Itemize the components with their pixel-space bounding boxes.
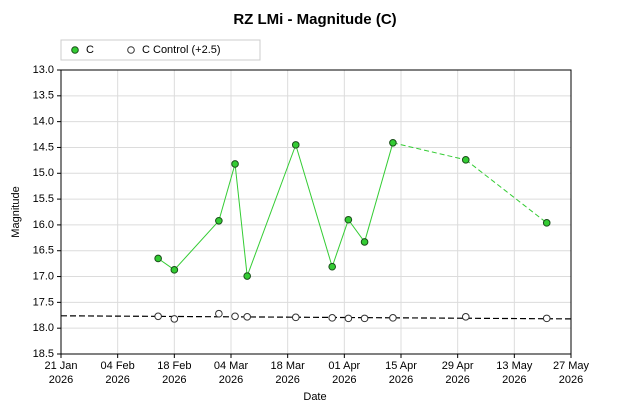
data-point <box>215 309 223 318</box>
x-tick-label: 04 Feb 2026 <box>101 360 135 386</box>
data-point <box>389 314 397 322</box>
data-point <box>344 215 353 224</box>
legend-label: C Control (+2.5) <box>142 44 221 56</box>
series-segment <box>234 163 248 277</box>
series-segment <box>331 219 349 267</box>
data-point <box>291 313 300 322</box>
data-point <box>328 262 336 271</box>
y-axis-label: Magnitude <box>10 186 22 237</box>
x-tick-label: 04 Mar 2026 <box>214 360 249 386</box>
y-tick-label: 17.0 <box>33 270 54 282</box>
legend-label: C <box>86 44 94 56</box>
data-point <box>461 313 470 321</box>
data-point <box>154 254 162 263</box>
y-tick-label: 14.5 <box>33 141 54 153</box>
y-tick-label: 16.0 <box>33 219 54 231</box>
legend-box <box>60 39 261 61</box>
y-tick-label: 15.0 <box>33 167 54 179</box>
x-tick-label: 27 May 2026 <box>553 360 590 386</box>
data-point <box>243 313 251 321</box>
data-point <box>170 266 179 274</box>
x-tick-label: 29 Apr 2026 <box>442 360 474 386</box>
x-tick-label: 15 Apr 2026 <box>385 360 417 386</box>
data-point <box>542 219 551 227</box>
data-point <box>154 312 162 321</box>
y-tick-label: 13.0 <box>33 64 54 76</box>
data-point <box>542 314 551 323</box>
series-segment <box>392 142 466 161</box>
series-segment <box>246 144 297 277</box>
plot-frame <box>60 69 572 355</box>
data-point <box>231 160 239 168</box>
y-tick-label: 16.5 <box>33 245 54 257</box>
x-axis-label: Date <box>303 391 326 403</box>
data-point <box>389 139 397 147</box>
legend-marker <box>71 46 79 54</box>
data-point <box>215 216 223 225</box>
x-tick-label: 18 Feb 2026 <box>157 360 191 386</box>
trend-line <box>60 315 572 320</box>
y-tick-label: 18.5 <box>33 348 54 360</box>
y-tick-label: 13.5 <box>33 90 54 102</box>
data-point <box>170 315 179 323</box>
series-segment <box>295 144 333 267</box>
legend-marker <box>127 46 135 54</box>
x-tick-label: 13 May 2026 <box>496 360 533 386</box>
data-point <box>344 314 353 323</box>
y-tick-label: 14.0 <box>33 116 54 128</box>
data-point <box>360 314 369 323</box>
x-tick-label: 18 Mar 2026 <box>271 360 306 386</box>
series-segment <box>465 159 548 224</box>
data-point <box>231 312 239 321</box>
data-point <box>243 272 251 280</box>
series-segment <box>173 220 220 271</box>
data-point <box>291 141 300 149</box>
data-point <box>461 156 470 164</box>
chart-title: RZ LMi - Magnitude (C) <box>233 11 396 28</box>
y-tick-label: 18.0 <box>33 322 54 334</box>
x-tick-label: 01 Apr 2026 <box>328 360 360 386</box>
data-point <box>328 314 336 322</box>
series-segment <box>347 219 365 243</box>
x-tick-label: 21 Jan 2026 <box>44 360 77 386</box>
y-tick-label: 17.5 <box>33 296 54 308</box>
series-segment <box>218 163 236 221</box>
y-tick-label: 15.5 <box>33 193 54 205</box>
data-point <box>360 238 369 246</box>
series-segment <box>364 142 394 243</box>
